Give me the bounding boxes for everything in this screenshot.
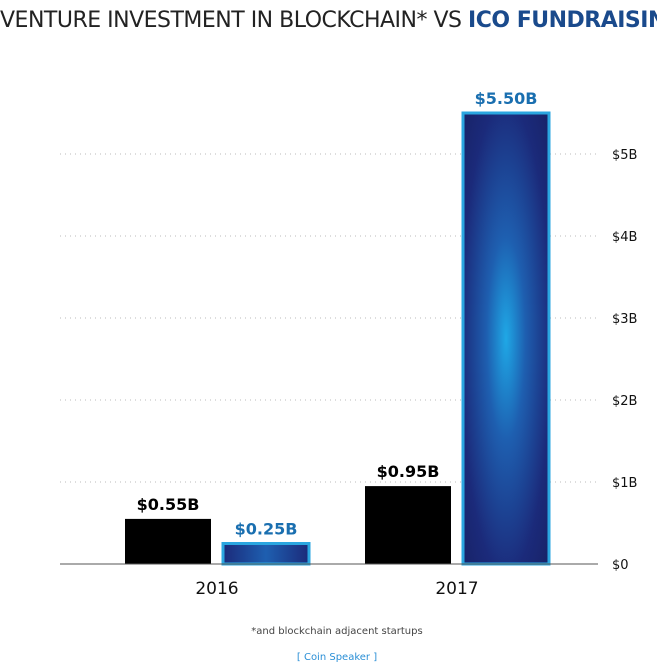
y-tick-label: $5B [612, 148, 637, 163]
bar [365, 486, 451, 564]
y-tick-label: $2B [612, 394, 637, 409]
bars [125, 111, 551, 566]
data-labels: $0.55B $0.95B $0.25B $5.50B [137, 89, 538, 539]
y-tick-label: $3B [612, 312, 637, 327]
source-label: [ Coin Speaker ] [297, 652, 377, 663]
x-tick-label: 2016 [195, 579, 238, 599]
data-label: $5.50B [475, 89, 538, 108]
data-label: $0.95B [377, 462, 440, 481]
bar [125, 518, 211, 564]
axis: $0 $1B $2B $3B $4B $5B 2016 2017 [60, 148, 637, 599]
data-label: $0.55B [137, 495, 200, 514]
title-main: VENTURE INVESTMENT IN BLOCKCHAIN* VS [0, 8, 462, 33]
x-tick-label: 2017 [435, 579, 478, 599]
y-tick-label: $0 [612, 558, 629, 573]
chart-title: VENTURE INVESTMENT IN BLOCKCHAIN* VS ICO… [0, 8, 657, 33]
footnote: *and blockchain adjacent startups [251, 626, 422, 637]
title-highlight: ICO FUNDRAISING [468, 8, 657, 33]
bar [461, 111, 551, 566]
data-label: $0.25B [235, 520, 298, 539]
y-tick-label: $1B [612, 476, 637, 491]
bar [221, 542, 311, 566]
y-tick-label: $4B [612, 230, 637, 245]
